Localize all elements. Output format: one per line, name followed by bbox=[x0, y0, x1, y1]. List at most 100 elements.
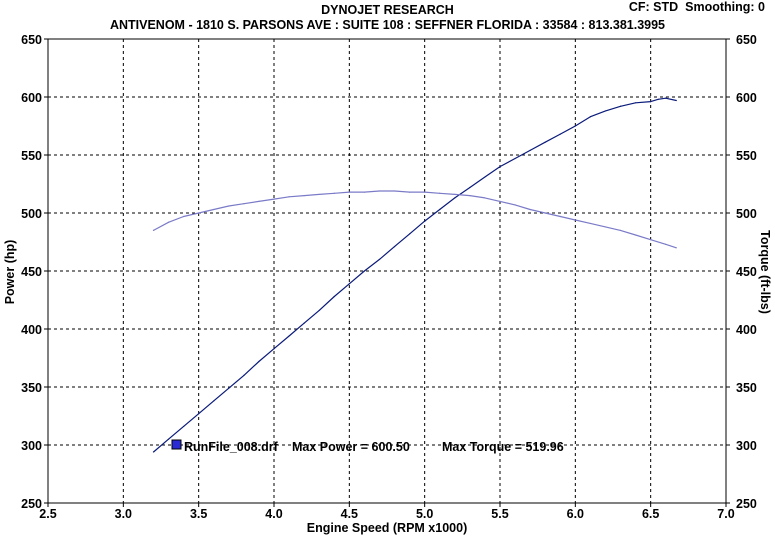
torque-point bbox=[288, 196, 290, 198]
y-tick-label-right: 250 bbox=[736, 497, 757, 511]
y-tick-label-right: 350 bbox=[736, 381, 757, 395]
chart-subtitle: ANTIVENOM - 1810 S. PARSONS AVE : SUITE … bbox=[109, 18, 666, 32]
torque-point bbox=[258, 200, 260, 202]
torque-point bbox=[574, 219, 576, 221]
x-tick-label: 5.5 bbox=[491, 507, 508, 521]
power-point bbox=[288, 335, 290, 337]
torque-point bbox=[589, 222, 592, 225]
torque-point bbox=[454, 193, 456, 196]
power-point bbox=[409, 233, 411, 235]
y-tick-label-left: 400 bbox=[21, 323, 42, 337]
power-point bbox=[650, 101, 652, 103]
power-point bbox=[183, 425, 185, 428]
grid-lines bbox=[48, 39, 726, 503]
y-tick-label-left: 300 bbox=[21, 439, 42, 453]
power-point bbox=[303, 322, 305, 324]
x-axis-label: Engine Speed (RPM x1000) bbox=[307, 521, 467, 535]
power-point bbox=[657, 98, 659, 100]
y-tick-label-right: 600 bbox=[736, 91, 757, 105]
power-point bbox=[348, 283, 350, 285]
torque-point bbox=[318, 193, 320, 196]
torque-point bbox=[409, 191, 411, 193]
power-point bbox=[258, 360, 260, 363]
torque-point bbox=[544, 212, 546, 214]
chart-title: DYNOJET RESEARCH bbox=[321, 3, 454, 17]
torque-point bbox=[424, 191, 426, 193]
power-point bbox=[484, 176, 486, 178]
cf-label: CF: STD bbox=[628, 0, 679, 14]
legend-max-torque: Max Torque = 519.96 bbox=[442, 440, 564, 454]
torque-point bbox=[152, 229, 155, 231]
power-point bbox=[544, 141, 546, 143]
power-point bbox=[469, 186, 471, 189]
torque-point bbox=[167, 221, 170, 223]
torque-point bbox=[514, 204, 516, 206]
torque-point bbox=[604, 226, 607, 228]
smoothing-label: Smoothing: 0 bbox=[685, 0, 765, 14]
power-point bbox=[363, 270, 365, 272]
x-tick-label: 4.0 bbox=[265, 507, 282, 521]
power-point bbox=[243, 374, 245, 376]
y-tick-label-right: 550 bbox=[736, 149, 757, 163]
y-axis-label-left: Power (hp) bbox=[3, 240, 17, 305]
torque-point bbox=[198, 212, 200, 214]
x-tick-label: 3.5 bbox=[190, 507, 207, 521]
power-point bbox=[619, 105, 622, 107]
legend-swatch bbox=[171, 439, 182, 450]
power-point bbox=[589, 116, 592, 118]
torque-point bbox=[650, 239, 652, 241]
power-point bbox=[559, 133, 561, 135]
torque-point bbox=[213, 208, 215, 211]
x-tick-label: 7.0 bbox=[717, 507, 734, 521]
power-point bbox=[454, 197, 456, 199]
y-tick-label-right: 450 bbox=[736, 265, 757, 279]
torque-point bbox=[439, 192, 441, 194]
torque-point bbox=[273, 198, 275, 200]
torque-point bbox=[183, 215, 185, 218]
power-point bbox=[424, 220, 426, 222]
power-point bbox=[213, 400, 215, 402]
y-tick-label-left: 450 bbox=[21, 265, 42, 279]
x-tick-label: 3.0 bbox=[115, 507, 132, 521]
power-series-line bbox=[153, 97, 677, 453]
x-tick-label: 6.5 bbox=[642, 507, 659, 521]
y-tick-label-left: 650 bbox=[21, 33, 42, 47]
torque-point bbox=[363, 191, 365, 193]
torque-point bbox=[378, 190, 381, 192]
power-point bbox=[393, 246, 396, 248]
torque-point bbox=[243, 203, 245, 205]
y-tick-label-left: 600 bbox=[21, 91, 42, 105]
torque-point bbox=[619, 229, 622, 231]
power-point bbox=[318, 309, 320, 312]
torque-point bbox=[635, 234, 637, 236]
power-point bbox=[167, 438, 170, 440]
power-point bbox=[152, 451, 155, 453]
x-tick-label: 4.5 bbox=[341, 507, 358, 521]
legend: RunFile_008.drf Max Power = 600.50 Max T… bbox=[171, 439, 564, 454]
power-point bbox=[675, 99, 677, 102]
power-point bbox=[439, 208, 441, 211]
torque-series-line bbox=[153, 190, 677, 249]
y-tick-label-right: 300 bbox=[736, 439, 757, 453]
y-tick-label-left: 250 bbox=[21, 497, 42, 511]
torque-point bbox=[303, 195, 305, 197]
torque-point bbox=[675, 247, 677, 249]
series-group bbox=[152, 97, 677, 453]
y-tick-label-left: 550 bbox=[21, 149, 42, 163]
correction-info: CF: STD Smoothing: 0 bbox=[629, 0, 765, 14]
torque-point bbox=[665, 243, 667, 245]
power-point bbox=[273, 348, 275, 350]
x-tick-label: 5.0 bbox=[416, 507, 433, 521]
power-point bbox=[529, 149, 531, 151]
torque-point bbox=[348, 191, 350, 193]
torque-point bbox=[559, 215, 561, 218]
power-point bbox=[665, 97, 667, 99]
torque-point bbox=[393, 190, 396, 192]
y-tick-label-right: 500 bbox=[736, 207, 757, 221]
torque-point bbox=[529, 208, 531, 211]
y-tick-label-left: 350 bbox=[21, 381, 42, 395]
power-point bbox=[228, 387, 230, 389]
legend-run-file: RunFile_008.drf bbox=[184, 440, 279, 454]
